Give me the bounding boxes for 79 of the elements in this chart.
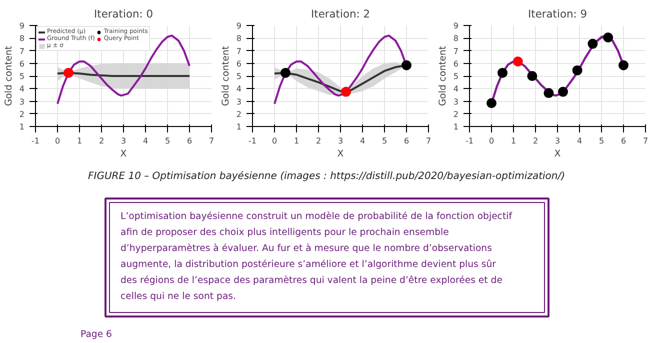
x-tick-label: 7 — [426, 136, 432, 146]
x-tick-label: 1 — [510, 136, 516, 146]
y-tick-label: 2 — [19, 110, 25, 119]
y-axis-title: Gold content — [3, 46, 14, 106]
y-tick-label: 3 — [453, 97, 459, 106]
chart-title: Iteration: 9 — [528, 8, 588, 20]
y-tick-label: 1 — [19, 122, 25, 132]
point — [341, 86, 351, 97]
y-tick-label: 2 — [236, 110, 242, 119]
y-tick-label: 7 — [453, 46, 459, 56]
x-axis-title: X — [337, 148, 344, 160]
y-tick-label: 5 — [453, 72, 459, 81]
y-tick-label: 4 — [19, 84, 25, 94]
y-tick-label: 9 — [453, 22, 459, 30]
x-tick-label: 3 — [338, 136, 344, 146]
x-tick-label: 3 — [554, 136, 560, 146]
text: Page 6 — [80, 329, 112, 340]
y-tick-label: 7 — [236, 46, 242, 56]
x-tick-label: 5 — [164, 136, 170, 146]
y-tick-label: 5 — [236, 72, 242, 81]
x-tick-label: 0 — [272, 136, 278, 146]
x-tick-label: 5 — [598, 136, 604, 146]
point — [512, 56, 523, 66]
y-tick-label: 7 — [19, 46, 25, 56]
x-tick-label: 4 — [142, 136, 148, 146]
x-tick-label: -1 — [32, 136, 40, 146]
y-tick-label: 8 — [453, 34, 459, 44]
y-axis-title: Gold content — [220, 46, 232, 106]
x-tick-label: 7 — [642, 136, 648, 146]
y-tick-label: 8 — [236, 34, 242, 44]
x-tick-label: 2 — [316, 136, 322, 146]
x-tick-label: 1 — [76, 136, 82, 146]
x-tick-label: 7 — [208, 136, 214, 146]
x-tick-label: 4 — [360, 136, 366, 146]
point — [280, 68, 290, 78]
point — [486, 98, 496, 108]
y-tick-label: 2 — [453, 110, 459, 119]
x-tick-label: -1 — [248, 136, 256, 146]
text: L’optimisation bayésienne construit un modèle de probabilité de la fonction objectif afin de proposer des choix plus intelligents pour le prochain ensemble d’hyperparamètres à évaluer. Au fur et à mesure que le nombre d’observations augmente, la distribution postérieure s’améliore et l’algorithme devient plus sûr des régions de l’espace des paramètres qui valent la peine d’être explorées et de celles qui ne le sont pas. — [120, 211, 513, 302]
x-axis-title: X — [554, 148, 562, 160]
point — [603, 32, 614, 42]
x-tick-label: 1 — [294, 136, 300, 146]
x-tick-label: 3 — [120, 136, 126, 146]
y-tick-label: 9 — [19, 22, 25, 30]
y-tick-label: 3 — [236, 97, 242, 106]
chart-title: Iteration: 0 — [94, 8, 154, 20]
point — [402, 60, 412, 70]
point — [558, 86, 568, 97]
y-tick-label: 6 — [236, 59, 242, 68]
y-axis-title: Gold content — [437, 46, 448, 106]
y-tick-label: 4 — [236, 84, 242, 94]
point — [498, 68, 508, 78]
y-tick-label: 6 — [19, 59, 25, 68]
chart-title: Iteration: 2 — [311, 8, 370, 20]
x-tick-label: 6 — [404, 136, 410, 146]
point — [618, 60, 628, 70]
y-tick-label: 1 — [236, 122, 242, 132]
x-tick-label: 0 — [488, 136, 494, 146]
x-tick-label: 6 — [186, 136, 192, 146]
point — [572, 65, 582, 76]
point — [544, 88, 554, 98]
y-tick-label: 3 — [19, 97, 25, 106]
x-tick-label: -1 — [466, 136, 474, 146]
y-tick-label: 9 — [236, 22, 242, 30]
x-tick-label: 5 — [382, 136, 388, 146]
y-tick-label: 1 — [453, 122, 459, 132]
y-tick-label: 4 — [453, 84, 459, 94]
x-tick-label: 6 — [620, 136, 626, 146]
x-tick-label: 2 — [98, 136, 104, 146]
x-tick-label: 4 — [576, 136, 582, 146]
point — [527, 71, 538, 81]
point — [588, 38, 598, 49]
y-tick-label: 8 — [19, 34, 25, 44]
x-axis-title: X — [120, 148, 128, 160]
y-tick-label: 6 — [453, 59, 459, 68]
x-tick-label: 2 — [532, 136, 538, 146]
x-tick-label: 0 — [54, 136, 60, 146]
caption: FIGURE 10 – Optimisation bayésienne (images : https://distill.pub/2020/bayesian-optimization/) — [88, 171, 566, 182]
y-tick-label: 5 — [19, 72, 25, 81]
